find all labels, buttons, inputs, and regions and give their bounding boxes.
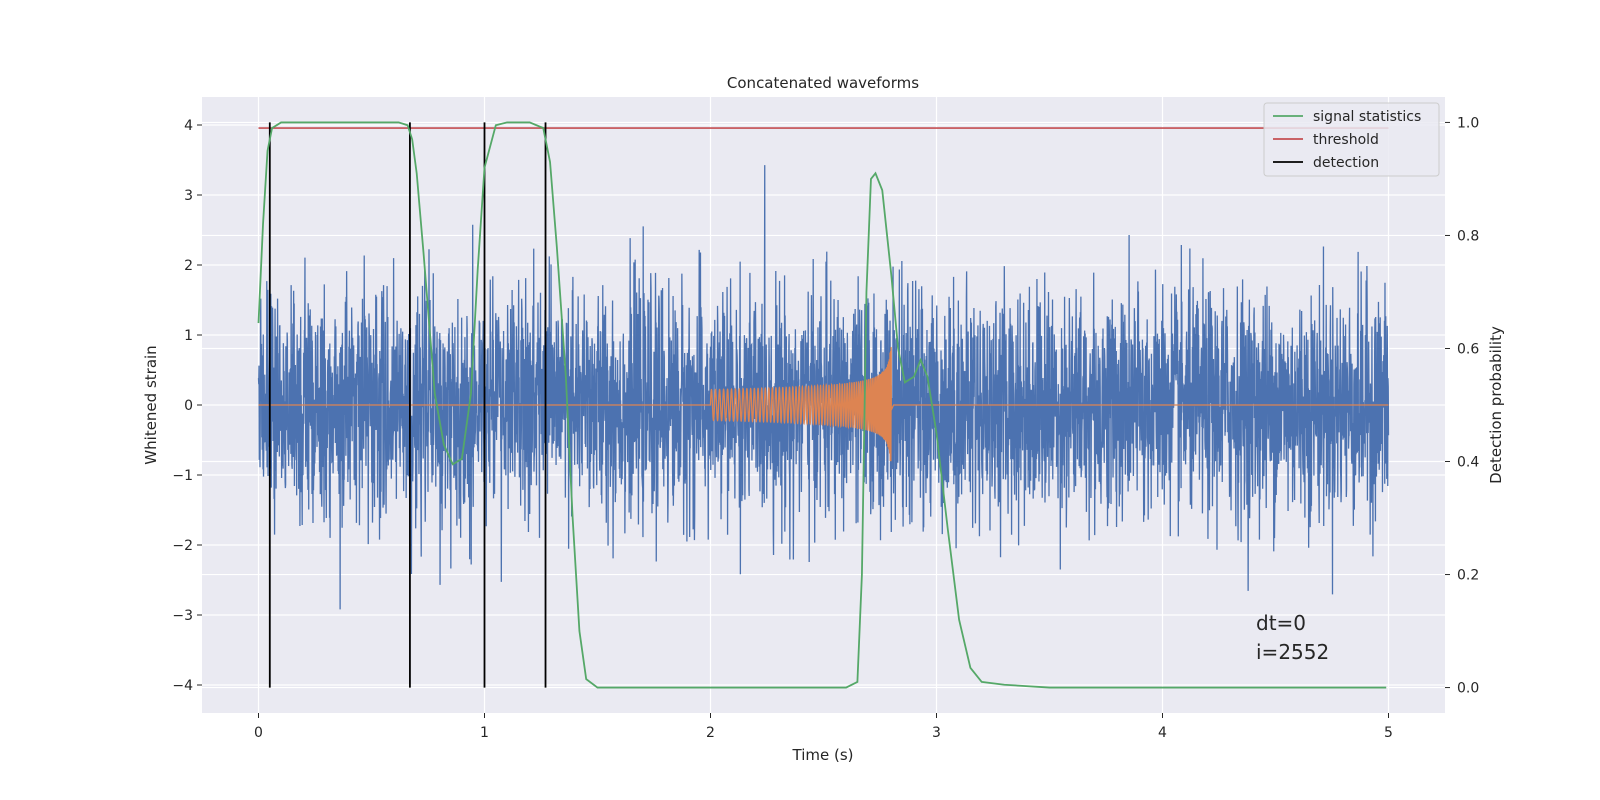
y-axis-ticks: −4 −3 −2 −1 0 1 2 3 4	[172, 118, 202, 694]
annotation-dt: dt=0	[1256, 611, 1306, 635]
y2-tick-label: 0.2	[1457, 568, 1479, 584]
y2-tick-label: 0.8	[1457, 228, 1479, 244]
y-tick-label: −2	[172, 538, 193, 554]
y-tick-label: −1	[172, 468, 193, 484]
x-tick-label: 2	[706, 725, 715, 741]
y-tick-label: 1	[184, 328, 193, 344]
y2-tick-label: 0.0	[1457, 681, 1479, 697]
x-tick-label: 3	[932, 725, 941, 741]
strain-series	[257, 165, 1390, 610]
y-axis-label: Whitened strain	[142, 345, 160, 464]
chirp-series	[258, 347, 1389, 462]
y-tick-label: 4	[184, 118, 193, 134]
detection-lines	[268, 122, 547, 688]
chart-title: Concatenated waveforms	[727, 74, 919, 92]
legend-label: signal statistics	[1313, 109, 1421, 125]
legend: signal statistics threshold detection	[1263, 102, 1440, 177]
x-axis-ticks: 0 1 2 3 4 5	[254, 713, 1393, 741]
y-tick-label: 0	[184, 398, 193, 414]
signal-statistics-series	[257, 121, 1387, 689]
x-tick-label: 5	[1384, 725, 1393, 741]
y-tick-label: −3	[172, 608, 193, 624]
legend-label: detection	[1313, 155, 1379, 171]
y2-tick-label: 0.6	[1457, 341, 1479, 357]
legend-label: threshold	[1313, 132, 1379, 148]
x-tick-label: 0	[254, 725, 263, 741]
x-axis-label: Time (s)	[792, 746, 854, 764]
annotation-i: i=2552	[1256, 640, 1329, 664]
y2-axis-ticks: 0.0 0.2 0.4 0.6 0.8 1.0	[1445, 115, 1479, 697]
y-tick-label: 3	[184, 188, 193, 204]
y2-axis-label: Detection probability	[1487, 326, 1505, 484]
x-tick-label: 4	[1158, 725, 1167, 741]
y2-tick-label: 0.4	[1457, 455, 1479, 471]
x-tick-label: 1	[480, 725, 489, 741]
y-tick-label: 2	[184, 258, 193, 274]
y2-tick-label: 1.0	[1457, 115, 1479, 131]
y-tick-label: −4	[172, 678, 193, 694]
